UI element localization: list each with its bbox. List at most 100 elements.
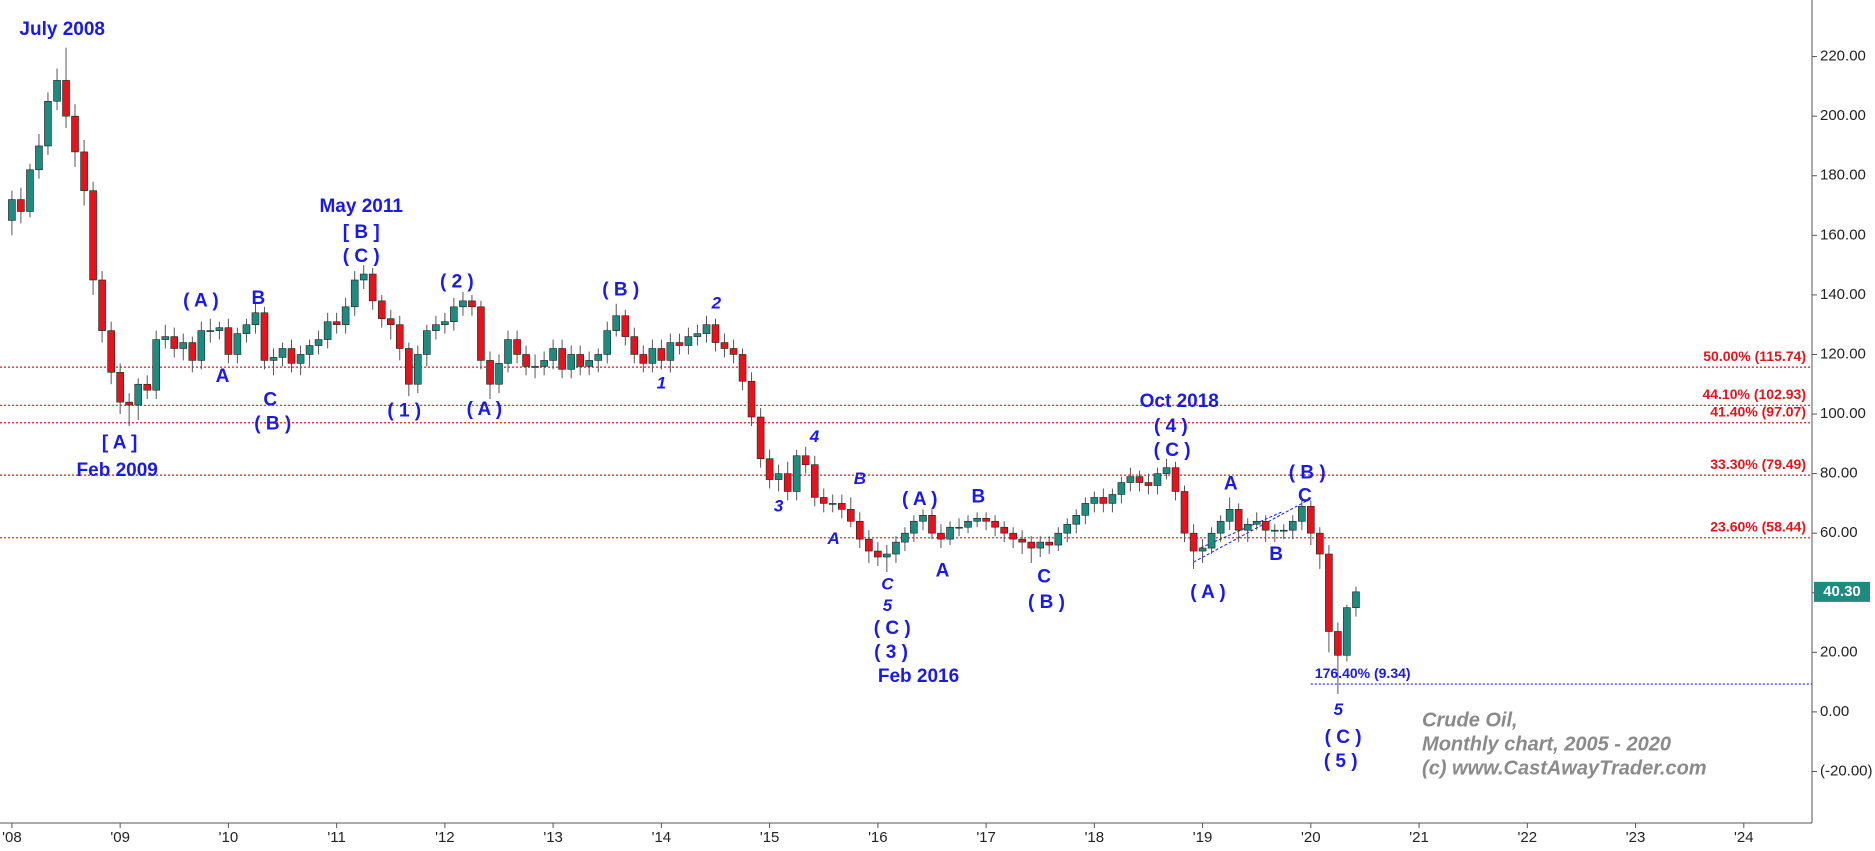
wave-label: ( 4 ) [1154,416,1188,437]
wave-label: 1 [657,373,666,392]
candle-body [549,348,557,361]
wave-label: ( B ) [602,280,639,301]
candle-body [1207,532,1216,549]
candle-body [1018,538,1026,543]
candle-body [386,318,395,325]
candle-body [558,348,566,370]
x-tick-label: '11 [327,829,345,846]
candle-body [161,336,170,340]
wave-label: Feb 2016 [878,666,959,687]
candle-body [531,366,539,368]
x-tick-label: '12 [435,829,455,846]
candle-body [486,360,494,385]
candle-body [540,360,548,367]
candle-body [1234,509,1243,531]
x-tick-label: '21 [1409,829,1429,846]
candle-body [838,503,846,510]
candle-body [1225,509,1234,522]
candle-body [783,473,792,492]
wave-label: 4 [809,427,820,446]
candle-body [450,306,458,322]
wave-label: [ A ] [102,433,138,454]
candle-body [296,354,305,364]
candle-body [1325,553,1333,632]
x-tick-label: '17 [976,829,996,846]
candle-body [603,330,612,355]
candle-body [1189,532,1198,552]
candle-body [1081,503,1090,516]
candle-body [1045,541,1054,546]
wave-label: ( B ) [254,414,291,435]
candle-body [567,354,576,370]
candle-body [377,300,386,320]
reference-label: 33.30% (79.49) [1710,456,1806,472]
candle-body [8,199,16,221]
candle-body [801,455,810,465]
wave-label: C [881,574,894,593]
wave-label: A [216,366,230,387]
candle-body [143,383,152,391]
y-tick-label: 0.00 [1820,703,1849,720]
candle-body [1000,526,1008,534]
y-tick-label: 120.00 [1820,345,1866,362]
wave-label: ( C ) [874,618,911,639]
candle-body [1099,497,1108,504]
candle-body [233,333,242,355]
candle-body [107,330,115,373]
candle-body [810,464,819,498]
candle-body [53,80,61,102]
candle-body [765,458,774,480]
candle-body [585,360,593,367]
candle-body [964,520,972,528]
candle-body [946,526,954,540]
candle-body [621,315,630,337]
wave-label: ( 5 ) [1324,751,1358,772]
last-price-label: 40.30 [1823,583,1861,600]
candle-body [702,324,711,334]
candle-body [901,532,909,543]
candle-body [892,541,900,555]
candle-body [756,416,765,460]
candle-body [1162,467,1171,474]
wave-label: [ B ] [343,222,380,243]
wave-label: Oct 2018 [1140,391,1219,412]
candle-body [729,348,738,355]
candle-body [513,339,521,355]
wave-label: B [854,469,866,488]
candle-body [612,315,621,331]
candle-body [98,279,106,331]
candle-body [269,357,278,361]
candle-body [910,520,918,534]
y-tick-label: (-20.00) [1820,762,1873,779]
candle-body [648,348,657,364]
candle-body [955,526,963,529]
x-tick-label: '19 [1193,829,1213,846]
candle-body [242,324,251,334]
wave-label: ( B ) [1028,592,1065,613]
wave-label: 5 [1334,700,1344,719]
candle-body [865,538,873,552]
wave-label: ( A ) [467,399,503,420]
candle-body [738,354,747,382]
x-tick-label: '24 [1734,829,1754,846]
reference-label: 23.60% (58.44) [1710,519,1806,535]
candle-body [1334,631,1342,656]
y-tick-label: 100.00 [1820,405,1866,422]
candle-body [197,330,206,361]
candle-body [576,354,584,367]
candle-body [62,80,70,117]
wave-label: ( A ) [1190,582,1226,603]
wave-label: ( A ) [183,290,219,311]
wave-label: B [971,487,985,508]
candle-body [35,145,43,171]
x-tick-label: '16 [868,829,888,846]
x-tick-label: '09 [110,829,130,846]
candle-body [720,342,729,349]
candle-body [432,324,440,331]
wave-label: ( C ) [343,246,380,267]
candle-body [44,100,52,147]
candle-body [792,455,801,492]
candle-body [522,354,530,367]
candle-body [594,354,603,361]
